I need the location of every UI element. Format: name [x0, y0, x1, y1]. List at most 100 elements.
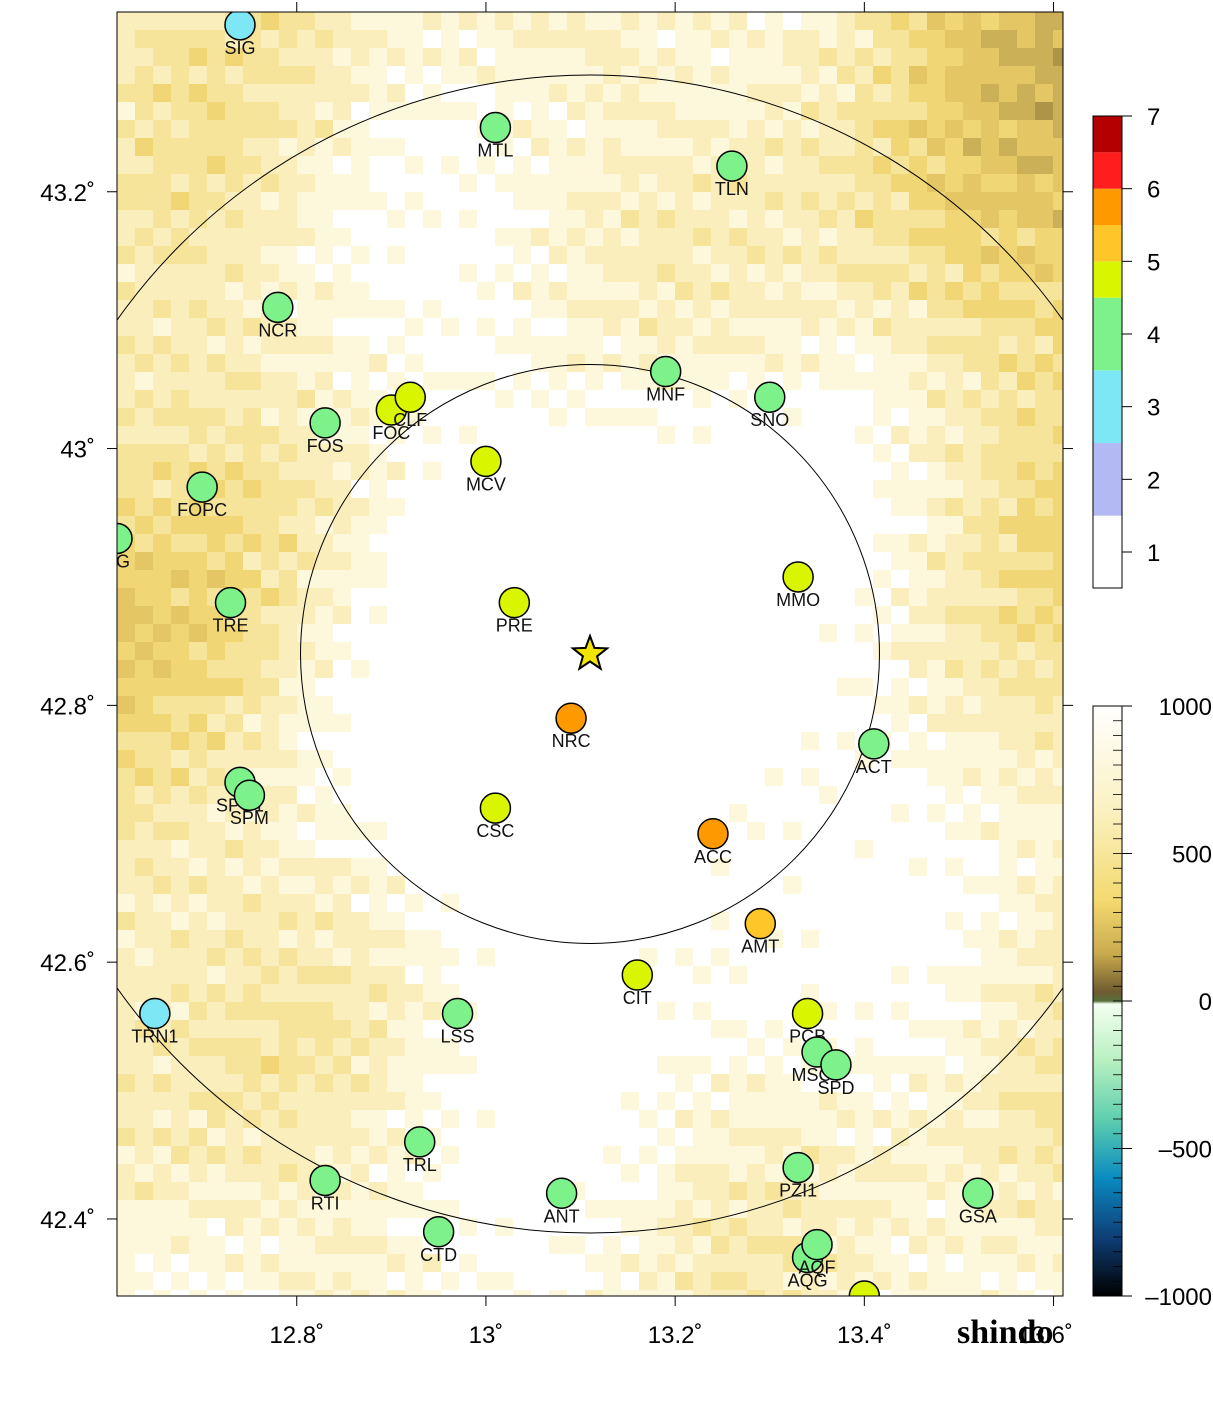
y-tick-label: 43.2˚ [40, 180, 95, 207]
station-marker [621, 959, 654, 991]
station-marker [753, 381, 786, 413]
station-ncr: NCR [258, 291, 297, 340]
station-label: TLN [715, 179, 749, 199]
intensity-colorbar: 1 2 3 4 5 6 7 [1092, 104, 1160, 589]
shindo-stamp: shindo [957, 1314, 1053, 1351]
station-marker [422, 1216, 455, 1248]
intensity-tick-label: 2 [1147, 467, 1160, 494]
station-marker [697, 818, 729, 850]
station-marker [782, 561, 814, 593]
station-label: AMT [741, 937, 779, 957]
station-label: GSA [959, 1206, 997, 1226]
station-marker [649, 355, 682, 388]
station-marker [791, 997, 824, 1030]
station-marker [801, 1228, 833, 1261]
station-marker [498, 586, 531, 619]
elevation-tick-label: 500 [1172, 842, 1212, 869]
station-marker [117, 522, 133, 555]
station-act: ACT [856, 728, 892, 777]
station-gsa: GSA [959, 1177, 997, 1226]
station-label: TRL [403, 1155, 437, 1175]
station-label: AQF [799, 1258, 836, 1278]
elevation-colorbar: 1000 500 0 –500 –1000 [1092, 694, 1212, 1311]
station-label: MCV [466, 474, 506, 494]
x-tick-label: 13.6˚ [1018, 1322, 1073, 1349]
intensity-tick-label: 5 [1147, 249, 1160, 276]
y-tick-label: 42.6˚ [40, 950, 95, 977]
station-marker [139, 997, 171, 1030]
intensity-band [1093, 370, 1122, 443]
epicenter-star-icon [570, 633, 610, 671]
x-tick-label: 13.2˚ [648, 1322, 703, 1349]
station-aqg: AQG [788, 1241, 828, 1290]
y-tick-label: 42.8˚ [40, 693, 95, 720]
station-cit: CIT [621, 959, 654, 1008]
station-fos: FOS [307, 407, 344, 456]
station-label: FOS [307, 436, 344, 456]
elevation-tick-label: –1000 [1145, 1284, 1212, 1311]
station-marker [545, 1177, 578, 1210]
x-tick-label: 13.4˚ [837, 1322, 892, 1349]
station-marker [233, 779, 266, 811]
station-marker [186, 471, 218, 503]
station-label: SIG [224, 38, 255, 58]
station-pzi1: PZI1 [779, 1151, 817, 1201]
station-label: NRC [552, 731, 591, 751]
station-marker [782, 1151, 814, 1184]
station-label: ACC [694, 847, 732, 867]
station-marker [224, 12, 256, 41]
axis-ticks: 12.8˚ 13˚ 13.2˚ 13.4˚ 13.6˚ 43.2˚ 43˚ 42.8˚ 42.6… [40, 2, 1073, 1349]
station-aqv: AQV [848, 1280, 881, 1296]
station-label: SNO [750, 410, 789, 430]
station-sno: SNO [750, 381, 789, 430]
station-marker [716, 150, 748, 182]
station-trl: TRL [403, 1126, 437, 1175]
station-label: RTI [311, 1193, 340, 1213]
station-nrc: NRC [552, 702, 591, 751]
station-label: CLF [393, 410, 427, 430]
station-trn1: TRN1 [131, 997, 178, 1047]
station-label: FOC [372, 423, 410, 443]
station-marker [403, 1126, 436, 1158]
x-tick-label: 12.8˚ [269, 1322, 324, 1349]
y-tick-label: 43˚ [60, 437, 95, 464]
station-pre: PRE [496, 586, 533, 636]
station-clf: CLF [393, 381, 427, 430]
station-label: SPM [230, 808, 269, 828]
elevation-tick-label: 0 [1199, 989, 1212, 1016]
intensity-band [1093, 188, 1122, 225]
station-marker [479, 111, 512, 144]
station-marker [214, 586, 247, 619]
station-marker [309, 407, 341, 439]
station-label: AQG [788, 1270, 828, 1290]
station-tln: TLN [715, 150, 749, 199]
station-fopc: FOPC [177, 471, 227, 520]
station-mnf: MNF [646, 355, 685, 405]
station-marker [744, 907, 777, 940]
station-sig: SIG [224, 12, 256, 58]
station-marker [820, 1049, 852, 1081]
station-mtl: MTL [477, 111, 513, 161]
station-label: TRN1 [131, 1027, 178, 1047]
station-marker [394, 381, 427, 413]
station-marker [470, 445, 502, 478]
station-label: PRE [496, 616, 533, 636]
station-marker [309, 1164, 341, 1197]
station-ant: ANT [544, 1177, 580, 1226]
station-label: ACT [856, 757, 892, 777]
station-label: MNF [646, 385, 685, 405]
station-marker [848, 1280, 881, 1296]
intensity-tick-label: 6 [1147, 177, 1160, 204]
station-acc: ACC [694, 818, 732, 867]
station-label: ANT [544, 1206, 580, 1226]
station-marker [962, 1177, 994, 1210]
station-label: CSC [476, 821, 514, 841]
station-label: TRE [213, 616, 249, 636]
elevation-tick-label: 1000 [1159, 694, 1212, 721]
station-pcb: PCB [789, 997, 826, 1047]
station-label: MTL [477, 141, 513, 161]
intensity-band [1093, 261, 1122, 298]
station-marker [479, 792, 512, 824]
station-label: LSS [441, 1027, 475, 1047]
